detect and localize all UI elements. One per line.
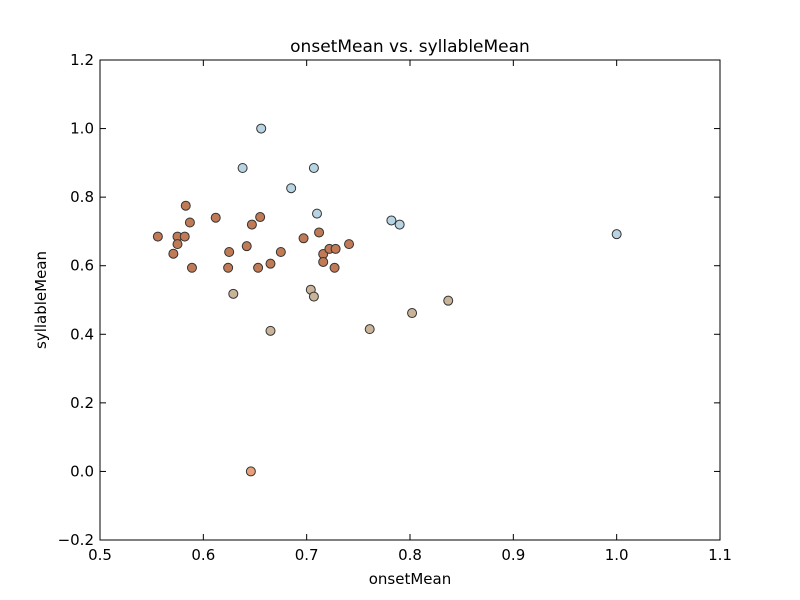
data-point: [314, 227, 325, 238]
axis-ticks: 0.5 0.6 0.7 0.8 0.9 1.0 1.1 −0.2 0.0 0.2 0.4 0.6 0.8…: [58, 51, 732, 564]
data-point: [255, 212, 266, 223]
x-axis-label: onsetMean: [369, 570, 451, 588]
data-point: [168, 248, 179, 259]
data-point: [308, 163, 319, 173]
data-point: [237, 163, 248, 173]
data-point: [386, 215, 397, 226]
data-point: [344, 239, 355, 250]
data-point: [286, 183, 297, 194]
data-point: [184, 217, 195, 228]
chart-title: onsetMean vs. syllableMean: [290, 37, 530, 57]
y-tick-label: 0.8: [70, 188, 94, 206]
data-point: [245, 466, 256, 477]
data-point: [312, 208, 322, 219]
plot-area: [100, 60, 720, 540]
data-point: [611, 229, 622, 240]
data-point: [329, 262, 340, 273]
x-tick-label: 1.1: [708, 546, 732, 564]
data-points: [152, 123, 622, 477]
x-tick-label: 0.6: [191, 546, 215, 564]
y-tick-label: 1.2: [70, 51, 94, 69]
data-point: [241, 241, 252, 252]
data-point: [210, 212, 221, 223]
data-point: [180, 200, 191, 211]
y-tick-label: 1.0: [70, 120, 94, 138]
data-point: [318, 256, 329, 267]
y-tick-label: 0.4: [70, 325, 94, 343]
data-point: [265, 325, 276, 336]
data-point: [364, 324, 375, 335]
y-axis-label: syllableMean: [32, 251, 50, 349]
y-tick-label: −0.2: [58, 531, 94, 549]
x-tick-label: 1.0: [605, 546, 629, 564]
data-point: [265, 258, 276, 269]
y-tick-label: 0.6: [70, 257, 94, 275]
data-point: [152, 231, 163, 242]
data-point: [407, 308, 418, 319]
data-point: [394, 219, 405, 230]
data-point: [224, 247, 235, 257]
x-tick-label: 0.9: [501, 546, 525, 564]
data-point: [172, 239, 183, 250]
data-point: [179, 231, 190, 242]
data-point: [186, 262, 197, 273]
plot-frame: [99, 59, 721, 541]
x-tick-label: 0.5: [88, 546, 112, 564]
data-point: [256, 123, 267, 134]
data-point: [253, 262, 264, 273]
data-point: [246, 219, 257, 230]
x-tick-label: 0.8: [398, 546, 422, 564]
data-point: [330, 243, 341, 254]
data-point: [223, 262, 234, 273]
data-point: [308, 291, 319, 302]
y-tick-label: 0.2: [70, 394, 94, 412]
x-tick-label: 0.7: [295, 546, 319, 564]
data-point: [228, 288, 239, 299]
data-point: [298, 233, 309, 244]
data-point: [275, 247, 286, 257]
data-point: [443, 295, 454, 306]
y-tick-label: 0.0: [70, 462, 94, 480]
